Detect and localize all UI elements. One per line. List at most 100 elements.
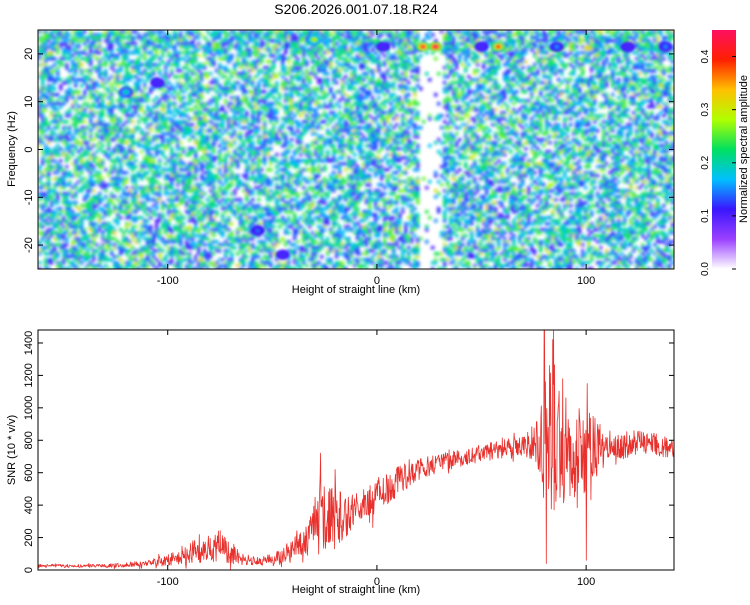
- heatmap-cell: [44, 93, 48, 97]
- heatmap-cell: [290, 48, 294, 52]
- heatmap-cell: [188, 33, 192, 37]
- heatmap-cell: [635, 78, 639, 82]
- heatmap-cell: [227, 90, 231, 94]
- heatmap-cell: [590, 132, 594, 136]
- heatmap-cell: [365, 54, 369, 58]
- heatmap-cell: [119, 96, 123, 100]
- heatmap-cell: [632, 75, 636, 79]
- heatmap-cell: [101, 81, 105, 85]
- heatmap-cell: [143, 117, 147, 121]
- heatmap-cell: [182, 45, 186, 49]
- heatmap-cell: [227, 42, 231, 46]
- heatmap-cell: [209, 42, 213, 46]
- heatmap-cell: [449, 57, 453, 61]
- heatmap-cell: [338, 123, 342, 127]
- heatmap-cell: [362, 36, 366, 40]
- heatmap-cell: [587, 108, 591, 112]
- heatmap-cell: [269, 78, 273, 82]
- heatmap-cell: [416, 66, 420, 70]
- heatmap-cell: [536, 36, 540, 40]
- heatmap-cell: [212, 81, 216, 85]
- heatmap-cell: [653, 90, 657, 94]
- heatmap-cell: [587, 90, 591, 94]
- heatmap-cell: [500, 117, 504, 121]
- heatmap-cell: [614, 39, 618, 43]
- heatmap-cell: [335, 135, 339, 139]
- heatmap-cell: [497, 93, 501, 97]
- heatmap-cell: [203, 123, 207, 127]
- heatmap-cell: [449, 42, 453, 46]
- heatmap-cell: [584, 78, 588, 82]
- heatmap-cell: [191, 123, 195, 127]
- heatmap-cell: [218, 72, 222, 76]
- heatmap-cell: [95, 99, 99, 103]
- heatmap-cell: [518, 108, 522, 112]
- heatmap-cell: [239, 63, 243, 67]
- heatmap-cell: [467, 54, 471, 58]
- heatmap-cell: [626, 39, 630, 43]
- heatmap-cell: [209, 120, 213, 124]
- heatmap-cell: [71, 54, 75, 58]
- heatmap-cell: [68, 138, 72, 142]
- heatmap-cell: [437, 102, 441, 106]
- heatmap-cell: [386, 30, 390, 34]
- heatmap-cell: [428, 30, 432, 34]
- heatmap-cell: [557, 141, 561, 145]
- heatmap-cell: [329, 39, 333, 43]
- heatmap-cell: [314, 63, 318, 67]
- heatmap-cell: [464, 51, 468, 55]
- heatmap-cell: [101, 120, 105, 124]
- heatmap-cell: [473, 132, 477, 136]
- heatmap-cell: [476, 57, 480, 61]
- heatmap-cell: [635, 66, 639, 70]
- heatmap-cell: [245, 42, 249, 46]
- heatmap-cell: [371, 96, 375, 100]
- heatmap-cell: [302, 78, 306, 82]
- heatmap-cell: [515, 72, 519, 76]
- heatmap-cell: [488, 129, 492, 133]
- heatmap-cell: [293, 33, 297, 37]
- heatmap-cell: [380, 75, 384, 79]
- heatmap-cell: [62, 81, 66, 85]
- heatmap-cell: [359, 39, 363, 43]
- heatmap-cell: [650, 99, 654, 103]
- heatmap-cell: [326, 93, 330, 97]
- heatmap-cell: [326, 105, 330, 109]
- heatmap-cell: [221, 138, 225, 142]
- heatmap-cell: [635, 36, 639, 40]
- heatmap-cell: [458, 42, 462, 46]
- heatmap-cell: [503, 63, 507, 67]
- heatmap-cell: [194, 45, 198, 49]
- heatmap-cell: [263, 138, 267, 142]
- heatmap-cell: [176, 66, 180, 70]
- heatmap-cell: [116, 117, 120, 121]
- heatmap-cell: [257, 45, 261, 49]
- heatmap-cell: [257, 63, 261, 67]
- heatmap-cell: [116, 54, 120, 58]
- heatmap-cell: [167, 138, 171, 142]
- heatmap-cell: [74, 120, 78, 124]
- heatmap-cell: [110, 126, 114, 130]
- heatmap-cell: [344, 69, 348, 73]
- heatmap-cell: [638, 123, 642, 127]
- heatmap-cell: [671, 66, 674, 70]
- heatmap-cell: [305, 108, 309, 112]
- heatmap-cell: [242, 93, 246, 97]
- heatmap-cell: [347, 102, 351, 106]
- heatmap-cell: [167, 60, 171, 64]
- heatmap-cell: [275, 111, 279, 115]
- heatmap-cell: [209, 48, 213, 52]
- heatmap-cell: [371, 132, 375, 136]
- heatmap-cell: [470, 108, 474, 112]
- heatmap-cell: [74, 30, 78, 34]
- heatmap-cell: [116, 123, 120, 127]
- heatmap-cell: [533, 84, 537, 88]
- heatmap-cell: [353, 75, 357, 79]
- heatmap-cell: [305, 96, 309, 100]
- heatmap-cell: [230, 54, 234, 58]
- heatmap-cell: [95, 36, 99, 40]
- heatmap-cell: [356, 93, 360, 97]
- heatmap-cell: [272, 45, 276, 49]
- heatmap-cell: [152, 72, 156, 76]
- heatmap-cell: [134, 87, 138, 91]
